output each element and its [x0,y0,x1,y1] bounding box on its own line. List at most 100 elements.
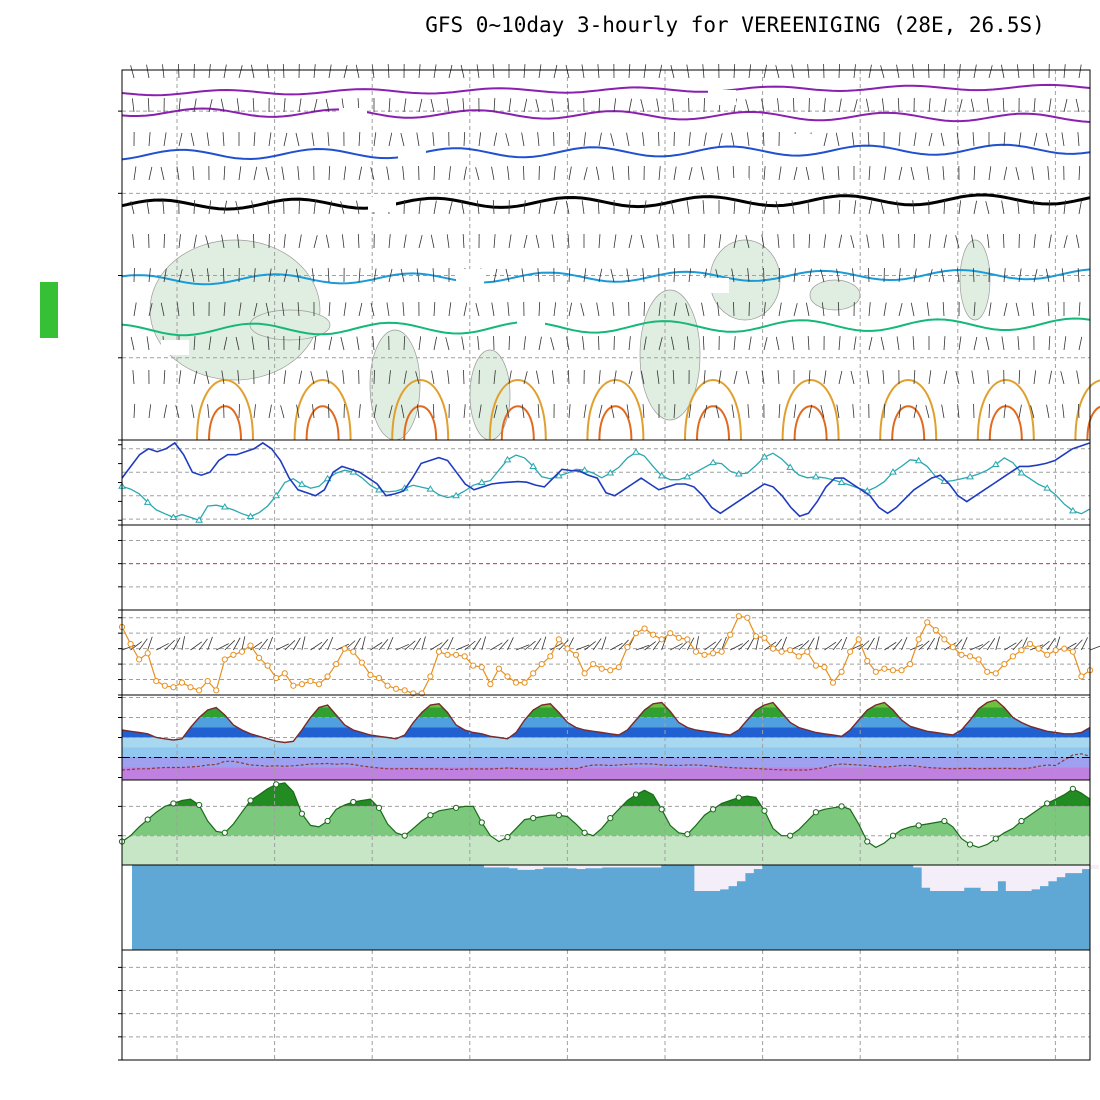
wind-barb-10m [352,637,361,651]
wind-barb [475,303,480,317]
rh-point [864,838,871,845]
wind-speed-point [650,631,657,638]
wind-barb [898,166,903,181]
wind-speed-point [290,682,297,689]
wind-barb [1048,234,1052,249]
rh-shaded-area [369,329,421,441]
wind-barb [763,166,766,181]
wind-barb [538,302,541,317]
rh-point [684,831,691,838]
wind-barb [432,268,435,283]
wind-barb-10m [1072,639,1083,651]
wind-barb [400,268,405,283]
wind-speed-point [615,664,622,671]
high-cloud-bar [921,865,931,888]
wind-barb [373,268,377,283]
wind-barb [1001,64,1005,79]
hot-contour [793,405,828,441]
wind-barb-10m [507,637,514,651]
wind-barb [388,132,393,147]
wind-barb [401,404,405,419]
temperature-contour [121,83,1091,97]
wind-barb [1048,98,1052,113]
warm-contour [879,379,938,441]
wind-barb [148,404,152,419]
wind-barb-10m [216,643,229,651]
wind-barb [670,200,675,215]
wind-barb [146,336,150,351]
wind-barb [162,64,165,79]
wind-barb [340,337,345,351]
slp-series [121,441,1091,518]
wind-barb [642,132,645,147]
thickness-point [426,485,435,492]
high-cloud-bar [509,865,519,869]
wind-speed-point [238,648,246,655]
high-cloud-bar [938,865,948,891]
wind-barb-10m [884,642,897,651]
wind-barb [130,65,135,79]
thickness-point [889,468,897,475]
wind-barb [1063,336,1067,351]
warm-contour [293,379,352,441]
wind-barb [731,404,735,419]
wind-speed-point [153,677,160,685]
wind-barb [658,200,663,215]
wind-barb [748,336,752,351]
wind-barb [761,98,765,113]
wind-barb [311,268,315,283]
wind-barb [642,268,645,283]
wind-barb [146,64,150,79]
thickness-point [272,491,281,499]
wind-barb [341,234,345,249]
wind-barb [253,166,258,181]
wind-barb [492,200,495,215]
wind-barb [897,98,900,113]
rh-point [889,832,897,839]
wind-barb [1076,370,1080,385]
wind-barb [493,98,496,113]
wind-barb [807,336,810,351]
wind-speed-point [761,634,768,641]
rh-shaded-area [809,279,861,311]
wind-barb [881,98,885,113]
wind-barb [178,370,182,385]
wind-barb-10m [472,638,482,651]
wind-barb [880,65,885,79]
wind-speed-point [949,643,957,651]
wind-barb [1047,302,1050,317]
wind-speed-point [367,671,374,679]
wind-barb [312,404,315,419]
wind-barb [598,404,603,419]
wind-barb-10m [164,639,176,651]
wind-barb [955,235,960,249]
wind-barb-10m [498,639,509,651]
wind-barb [1018,132,1022,147]
wind-barb-10m [806,637,815,651]
wind-barb [988,404,990,419]
wind-barb [223,166,226,181]
wind-barb [896,200,900,215]
wind-barb-10m [926,637,935,651]
wind-barb [222,268,225,283]
wind-barb [627,166,630,181]
wind-barb [628,200,631,215]
wind-barb [882,370,885,385]
wind-barb [703,404,708,419]
wind-barb-10m [207,636,213,651]
wind-barb [355,64,360,79]
thickness-point [683,472,692,480]
wind-barb [268,132,272,147]
wind-barb-10m [464,640,476,651]
rh-point [427,812,434,819]
high-cloud-bar [1022,865,1032,891]
high-cloud-bar [1039,865,1049,887]
wind-barb-10m [712,638,722,651]
wind-barb-10m [875,636,880,651]
wind-barb [656,234,660,249]
wind-barb [820,269,825,283]
wind-barb [866,98,870,113]
wind-barb [523,98,528,113]
wind-speed-point [461,653,468,660]
